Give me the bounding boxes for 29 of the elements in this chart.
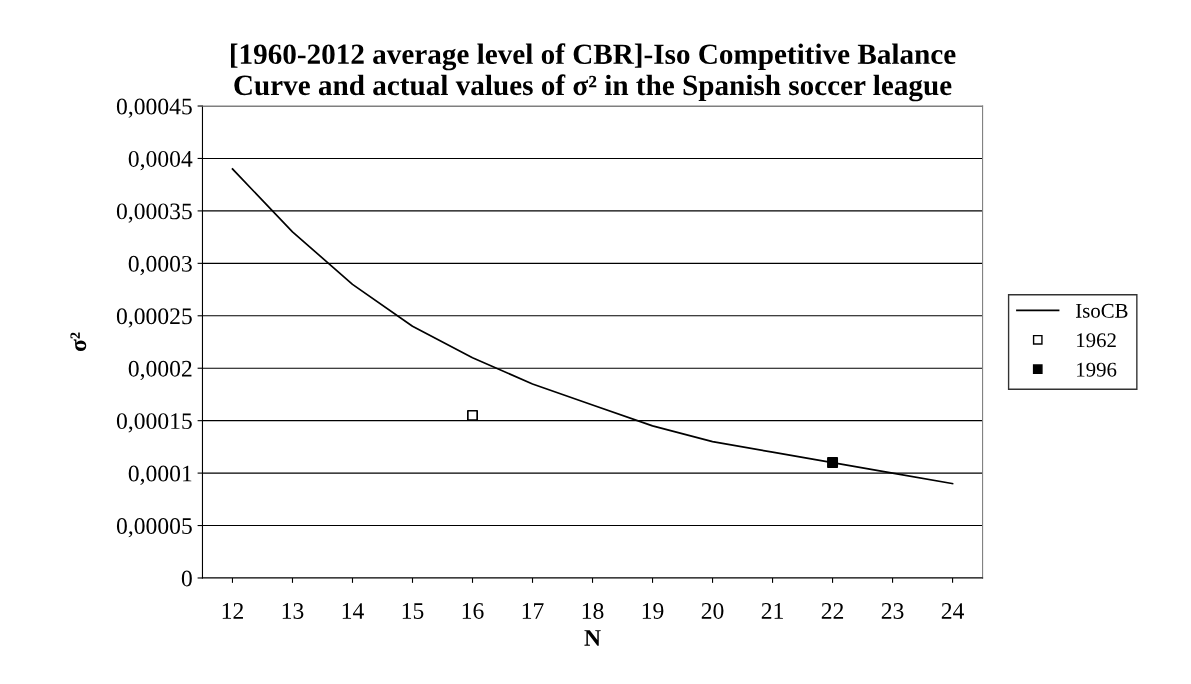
legend-label: 1962 <box>1077 333 1116 348</box>
y-tick-label: 0,00045 <box>116 98 192 118</box>
x-tick-label: 21 <box>761 603 783 619</box>
y-tick-label: 0,0004 <box>128 150 193 171</box>
x-tick-label: 22 <box>821 603 844 619</box>
x-tick-label: 24 <box>941 603 965 619</box>
x-tick-label: 23 <box>881 603 904 619</box>
legend-label: IsoCB <box>1076 303 1128 318</box>
x-tick-label: 18 <box>582 602 604 619</box>
x-tick-label: 14 <box>342 603 364 619</box>
x-axis-title: N <box>584 630 601 646</box>
chart-title: [1960-2012 average level of CBR]-Iso Competitive Balance Curve and actual values of σ² in the Spanish soccer league <box>230 43 956 102</box>
y-tick-label: 0,0001 <box>128 465 192 485</box>
y-tick-label: 0,00015 <box>116 413 192 433</box>
y-tick-label: 0,00005 <box>116 518 192 538</box>
x-tick-label: 17 <box>522 603 544 619</box>
x-tick-label: 16 <box>462 603 484 619</box>
y-tick-label: 0 <box>181 570 192 587</box>
y-axis-title: σ² <box>70 332 87 352</box>
x-tick-label: 12 <box>222 603 243 619</box>
y-tick-label: 0,00025 <box>116 308 192 328</box>
y-tick-label: 0,0003 <box>128 255 192 276</box>
legend-label: 1996 <box>1077 362 1117 377</box>
y-tick-label: 0,0002 <box>128 360 192 381</box>
x-tick-label: 20 <box>701 602 724 619</box>
x-tick-label: 13 <box>282 603 304 619</box>
y-tick-label: 0,00035 <box>116 203 192 223</box>
x-tick-label: 15 <box>402 603 424 619</box>
x-tick-label: 19 <box>642 603 664 619</box>
